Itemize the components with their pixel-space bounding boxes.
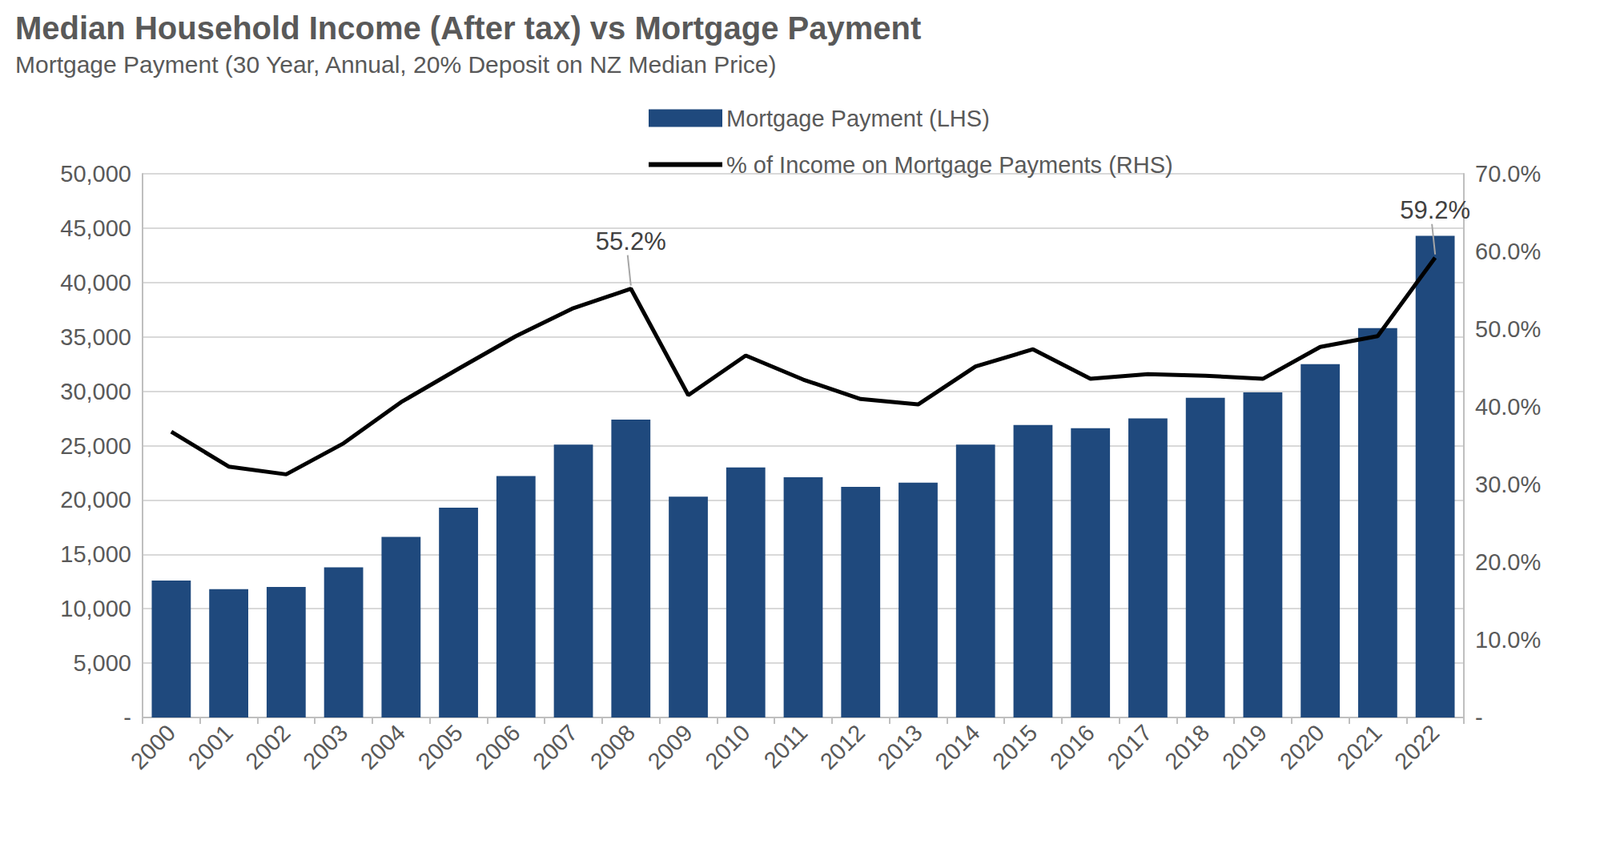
svg-text:15,000: 15,000 xyxy=(60,541,132,567)
svg-text:Mortgage Payment (30 Year, Ann: Mortgage Payment (30 Year, Annual, 20% D… xyxy=(15,51,777,78)
svg-text:Mortgage Payment (LHS): Mortgage Payment (LHS) xyxy=(726,105,990,132)
svg-text:2012: 2012 xyxy=(815,719,870,775)
svg-text:2003: 2003 xyxy=(297,719,353,775)
svg-text:-: - xyxy=(1475,704,1484,731)
svg-text:2008: 2008 xyxy=(585,719,640,775)
svg-text:2019: 2019 xyxy=(1217,719,1272,775)
svg-text:2015: 2015 xyxy=(987,719,1042,775)
svg-text:25,000: 25,000 xyxy=(60,433,132,459)
svg-text:2002: 2002 xyxy=(240,719,295,775)
svg-text:60.0%: 60.0% xyxy=(1475,238,1541,265)
svg-text:2011: 2011 xyxy=(759,719,813,774)
svg-text:5,000: 5,000 xyxy=(72,650,132,676)
svg-text:2021: 2021 xyxy=(1331,719,1387,775)
svg-text:50.0%: 50.0% xyxy=(1475,316,1541,342)
svg-text:% of Income on Mortgage Paymen: % of Income on Mortgage Payments (RHS) xyxy=(726,152,1174,178)
svg-text:2006: 2006 xyxy=(470,719,525,775)
svg-text:20.0%: 20.0% xyxy=(1475,549,1541,575)
svg-text:Median Household Income (After: Median Household Income (After tax) vs M… xyxy=(15,10,921,46)
svg-text:2007: 2007 xyxy=(527,719,583,775)
svg-text:2018: 2018 xyxy=(1159,719,1215,775)
svg-text:2005: 2005 xyxy=(413,719,468,775)
svg-text:2004: 2004 xyxy=(355,719,411,775)
svg-text:10.0%: 10.0% xyxy=(1475,627,1541,653)
svg-text:2000: 2000 xyxy=(125,719,181,775)
svg-text:35,000: 35,000 xyxy=(60,324,132,350)
svg-text:40.0%: 40.0% xyxy=(1475,393,1541,420)
svg-text:40,000: 40,000 xyxy=(60,269,132,296)
svg-text:30.0%: 30.0% xyxy=(1475,471,1541,498)
svg-text:2020: 2020 xyxy=(1274,719,1330,775)
svg-text:20,000: 20,000 xyxy=(60,486,132,513)
svg-text:59.2%: 59.2% xyxy=(1399,196,1471,225)
svg-text:45,000: 45,000 xyxy=(60,215,132,242)
svg-text:2016: 2016 xyxy=(1045,719,1100,775)
svg-text:50,000: 50,000 xyxy=(60,160,132,187)
svg-text:2013: 2013 xyxy=(872,719,928,775)
svg-text:30,000: 30,000 xyxy=(60,378,132,405)
svg-text:2014: 2014 xyxy=(929,719,985,775)
svg-text:55.2%: 55.2% xyxy=(595,227,667,256)
svg-text:2010: 2010 xyxy=(699,719,755,775)
svg-text:10,000: 10,000 xyxy=(60,595,132,622)
svg-text:2009: 2009 xyxy=(643,719,698,775)
svg-text:-: - xyxy=(123,704,132,731)
svg-text:2022: 2022 xyxy=(1389,719,1444,775)
svg-text:70.0%: 70.0% xyxy=(1475,160,1541,187)
svg-text:2001: 2001 xyxy=(183,719,238,775)
svg-text:2017: 2017 xyxy=(1102,719,1158,775)
